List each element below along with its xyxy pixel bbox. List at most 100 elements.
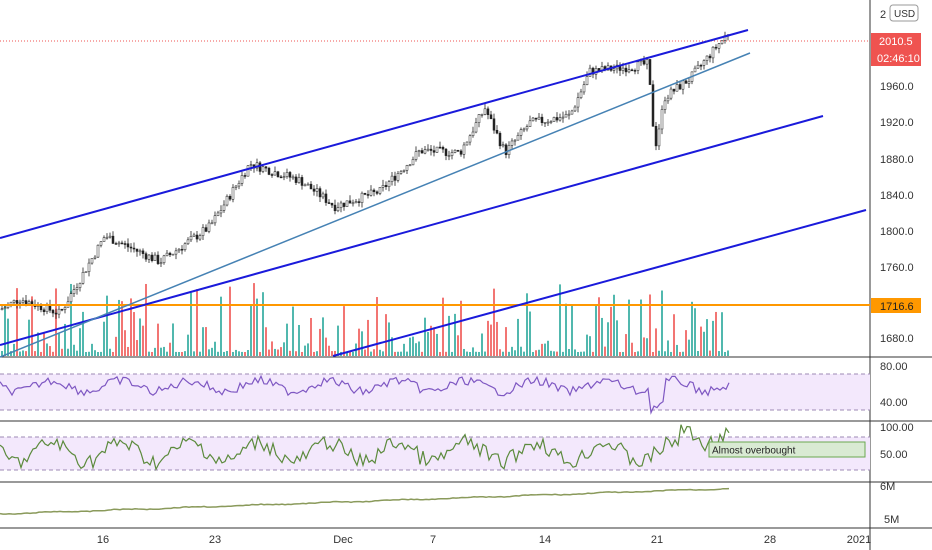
candle-body (150, 254, 154, 261)
price-axis[interactable]: 1680.0 1760.0 1800.0 1840.0 1880.0 1920.… (880, 9, 914, 345)
channel-middle-line[interactable] (0, 115, 824, 346)
volume-bar (256, 298, 258, 356)
volume-bar (286, 323, 288, 356)
volume-bar (694, 308, 696, 356)
candle-body (135, 248, 139, 252)
volume-bar (91, 343, 93, 356)
volume-bar (700, 326, 702, 356)
candle-body (90, 258, 94, 264)
candle-body (543, 121, 547, 124)
volume-bar (322, 317, 324, 356)
date-tick: Dec (333, 534, 353, 546)
date-axis[interactable]: 16 23 Dec 7 14 21 28 2021 (97, 534, 871, 546)
candle-body (633, 70, 637, 72)
candle-body (405, 165, 409, 171)
candle-body (576, 97, 580, 108)
volume-bar (661, 290, 663, 356)
candle-body (51, 310, 55, 314)
volume-bar (175, 351, 177, 356)
candle-body (231, 187, 235, 200)
volume-bar (25, 351, 27, 356)
candle-body (582, 84, 586, 93)
candle-body (162, 255, 166, 264)
candle-body (123, 243, 127, 245)
candle-body (492, 118, 496, 131)
volume-bar (586, 334, 588, 356)
volume-bar (115, 336, 117, 356)
candle-body (78, 283, 82, 288)
volume-bar (430, 325, 432, 356)
volume-bar (706, 319, 708, 356)
volume-bar (412, 336, 414, 356)
volume-bar (16, 288, 18, 356)
volume-bar (433, 327, 435, 356)
volume-bar (109, 348, 111, 356)
candle-body (627, 69, 631, 73)
volume-bar (538, 349, 540, 356)
volume-bar (289, 350, 291, 356)
candle-body (714, 46, 718, 49)
volume-bar (472, 347, 474, 356)
volume-bar (457, 335, 459, 356)
candle-body (414, 151, 418, 160)
volume-bar (208, 349, 210, 356)
candle-body (171, 253, 175, 256)
candle-body (273, 171, 277, 176)
volume-bar (484, 351, 486, 356)
candle-body (75, 287, 79, 290)
candle-body (648, 59, 652, 85)
volume-bar (520, 346, 522, 356)
candle-body (348, 200, 352, 204)
candle-body (495, 129, 499, 134)
date-tick: 16 (97, 534, 109, 546)
candle-body (345, 200, 349, 207)
volume-bar (253, 283, 255, 356)
volume-bar (295, 351, 297, 356)
volume-bar (649, 294, 651, 356)
candle-body (228, 195, 232, 200)
price-tick: 1840.0 (880, 190, 914, 202)
rsi-tick-80: 80.00 (880, 361, 908, 373)
candle-body (69, 293, 73, 303)
volume-bar (223, 351, 225, 356)
volume-bar (523, 351, 525, 356)
volume-bar (454, 313, 456, 356)
obv-line (0, 487, 730, 515)
volume-bar (154, 347, 156, 356)
candle-body (105, 236, 109, 239)
volume-bar (268, 349, 270, 356)
volume-bar (139, 318, 141, 356)
price-tick: 2 (880, 9, 886, 21)
volume-bar (313, 351, 315, 356)
candle-body (198, 235, 202, 240)
volume-bar (646, 338, 648, 356)
candle-body (441, 146, 445, 150)
candle-body (369, 189, 373, 196)
channel-lower-line[interactable] (332, 209, 867, 357)
candle-body (711, 46, 715, 59)
candle-body (558, 117, 562, 121)
volume-bar (199, 351, 201, 356)
channel-upper-line[interactable] (0, 29, 749, 239)
rsi-band (0, 374, 870, 410)
volume-bar (394, 351, 396, 356)
volume-bar (148, 351, 150, 356)
trendline-steel[interactable] (0, 52, 751, 358)
candle-body (588, 67, 592, 77)
candle-body (693, 67, 697, 73)
annotation-box[interactable] (708, 441, 866, 458)
currency-badge[interactable] (889, 4, 919, 22)
candle-body (657, 128, 661, 147)
candle-body (93, 256, 97, 259)
candle-body (471, 131, 475, 137)
volume-bar (481, 333, 483, 356)
candle-body (324, 193, 328, 203)
volume-bar (235, 349, 237, 356)
candle-body (510, 140, 514, 146)
candle-body (117, 242, 121, 245)
volume-bar (100, 351, 102, 356)
volume-bar (88, 351, 90, 356)
volume-bar (244, 352, 246, 356)
volume-bar (229, 286, 231, 356)
